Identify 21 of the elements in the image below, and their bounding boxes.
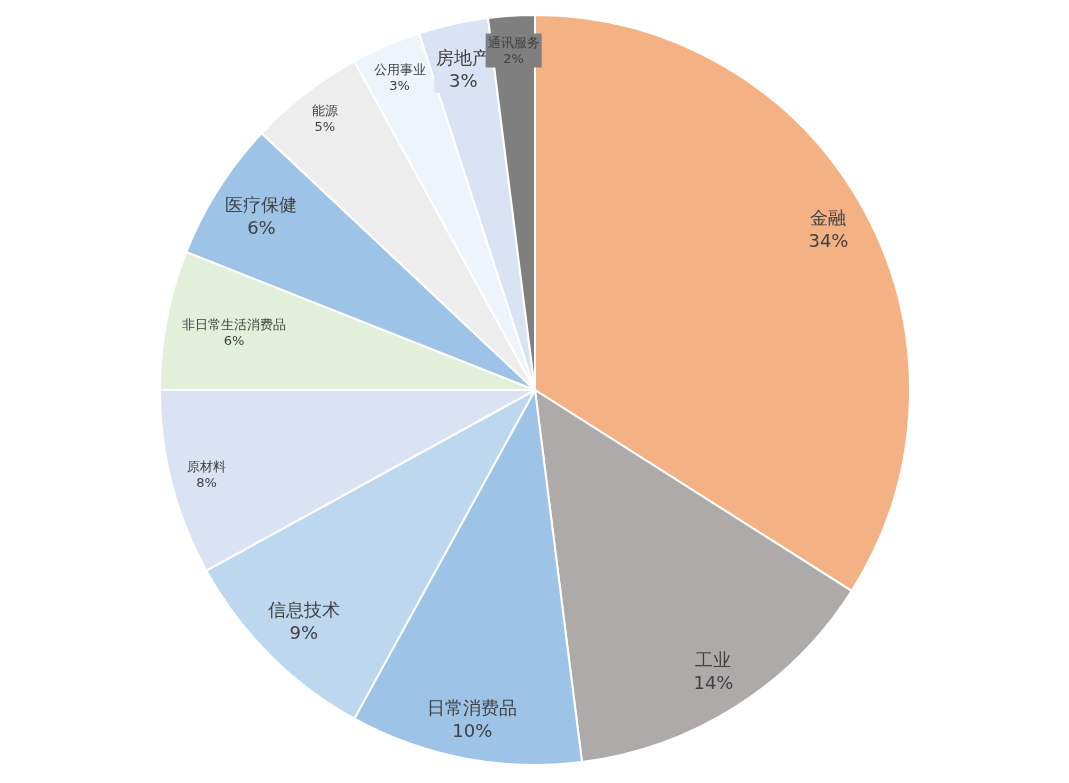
data-label: 9% [289,622,319,644]
data-label: 34% [808,229,849,251]
slice-label: 日常消费品 [427,696,518,718]
slice-label: 通讯服务 [487,35,540,51]
slice-label: 信息技术 [267,599,340,621]
slice-label: 能源 [311,103,338,119]
slice-label: 公用事业 [373,61,426,77]
slice-label: 工业 [695,649,732,671]
data-label: 14% [693,672,734,694]
data-label: 8% [196,474,217,490]
data-label: 3% [389,77,410,93]
data-label: 5% [314,119,336,135]
data-label: 2% [503,51,524,67]
slice-label: 非日常生活消费品 [182,317,287,333]
data-label: 6% [223,333,245,349]
data-label: 6% [247,217,276,239]
slice-label: 金融 [810,206,847,228]
slice-label: 原材料 [187,458,227,474]
data-label: 10% [452,719,493,741]
slice-label: 医疗保健 [225,194,298,216]
data-label: 3% [448,70,478,92]
